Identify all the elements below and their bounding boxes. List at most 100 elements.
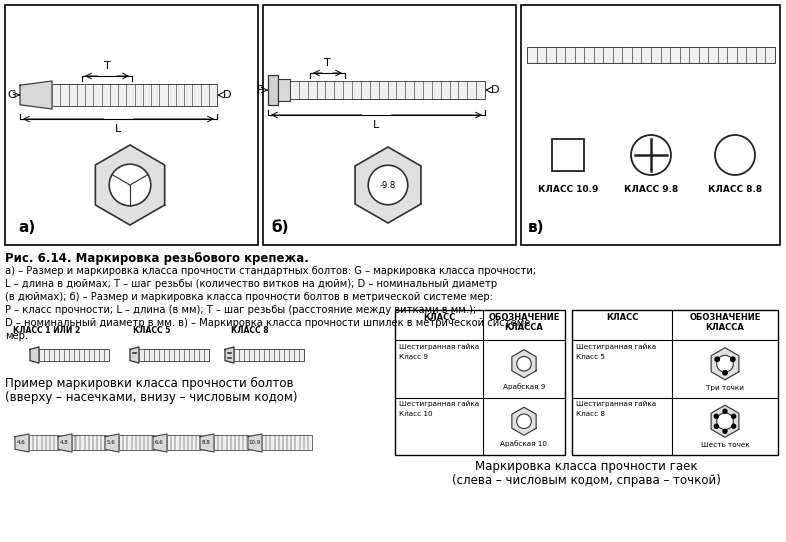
Circle shape [717,356,733,372]
Circle shape [714,424,718,428]
Polygon shape [105,434,119,452]
Circle shape [731,357,735,362]
Bar [263,5,516,245]
Text: L: L [116,124,122,134]
Bar [167,435,217,450]
Text: -9.8: -9.8 [380,180,396,190]
Circle shape [631,135,671,175]
Text: L – длина в дюймах; T – шаг резьбы (количество витков на дюйм); D – номинальный : L – длина в дюймах; T – шаг резьбы (коли… [5,279,497,289]
Bar [39,349,109,361]
Circle shape [516,414,531,429]
Bar [290,81,485,99]
Bar [234,349,304,361]
Text: D: D [491,85,499,95]
Polygon shape [130,347,139,363]
Text: Класс 9: Класс 9 [399,354,428,360]
Text: 5.6: 5.6 [107,441,116,446]
Text: Шестигранная гайка: Шестигранная гайка [399,401,479,407]
Polygon shape [15,434,29,452]
Polygon shape [711,405,739,437]
Polygon shape [225,347,234,363]
Circle shape [732,424,736,428]
Text: 8.8: 8.8 [202,441,211,446]
Text: Рис. 6.14. Маркировка резьбового крепежа.: Рис. 6.14. Маркировка резьбового крепежа… [5,252,309,265]
Circle shape [723,409,727,413]
Text: 4.8: 4.8 [60,441,68,446]
Text: а) – Размер и маркировка класса прочности стандартных болтов: G – маркировка кла: а) – Размер и маркировка класса прочност… [5,266,536,276]
Text: D: D [223,90,232,100]
Circle shape [723,429,727,433]
Text: Класс 5: Класс 5 [576,354,605,360]
Text: P – класс прочности; L – длина (в мм); T – шаг резьбы (расстояние между витками : P – класс прочности; L – длина (в мм); T… [5,305,476,315]
Text: 4.6: 4.6 [17,441,25,446]
Text: КЛАСС 10.9: КЛАСС 10.9 [538,185,598,194]
Bar [572,310,778,455]
Polygon shape [20,81,52,109]
Polygon shape [153,434,167,452]
Polygon shape [553,139,583,171]
Text: 6.6: 6.6 [155,441,163,446]
Text: а): а) [18,220,35,235]
Text: Арабская 9: Арабская 9 [503,383,545,390]
Text: ОБОЗНАЧЕНИЕ: ОБОЗНАЧЕНИЕ [488,313,560,322]
Circle shape [368,165,408,205]
Text: КЛАСС 1 ИЛИ 2: КЛАСС 1 ИЛИ 2 [13,326,81,335]
Text: (вверху – насечками, внизу – числовым кодом): (вверху – насечками, внизу – числовым ко… [5,391,297,404]
Text: D – номинальный диаметр в мм. в) – Маркировка класса прочности шпилек в метричес: D – номинальный диаметр в мм. в) – Марки… [5,318,531,328]
Text: ОБОЗНАЧЕНИЕ: ОБОЗНАЧЕНИЕ [689,313,761,322]
Text: (в дюймах); б) – Размер и маркировка класса прочности болтов в метрической систе: (в дюймах); б) – Размер и маркировка кла… [5,292,493,302]
Text: Шестигранная гайка: Шестигранная гайка [576,343,656,350]
Text: Шестигранная гайка: Шестигранная гайка [399,343,479,350]
Bar [278,79,290,101]
Text: КЛАССА: КЛАССА [505,323,543,332]
Text: L: L [373,120,380,130]
Bar [268,75,278,105]
Bar [5,5,258,245]
Circle shape [717,413,733,430]
Text: в): в) [528,220,545,235]
Bar [521,5,780,245]
Bar [214,435,264,450]
Polygon shape [512,407,536,435]
Text: Три точки: Три точки [706,385,744,391]
Text: Пример маркировки класса прочности болтов: Пример маркировки класса прочности болто… [5,377,293,390]
Polygon shape [355,147,421,223]
Text: КЛАССА: КЛАССА [706,323,744,332]
Text: КЛАСС 9.8: КЛАСС 9.8 [624,185,678,194]
Text: P: P [257,85,264,95]
Bar [527,47,775,63]
Text: КЛАСС 8.8: КЛАСС 8.8 [708,185,762,194]
Polygon shape [30,347,39,363]
Bar [139,349,209,361]
Circle shape [723,371,727,375]
Polygon shape [58,434,72,452]
Text: КЛАСС: КЛАСС [606,313,638,322]
Text: T: T [104,61,110,71]
Text: (слева – числовым кодом, справа – точкой): (слева – числовым кодом, справа – точкой… [452,474,721,487]
Text: б): б) [271,220,288,235]
Text: 10.9: 10.9 [248,441,260,446]
Text: Маркировка класса прочности гаек: Маркировка класса прочности гаек [476,460,698,473]
Text: Шестигранная гайка: Шестигранная гайка [576,401,656,407]
Circle shape [715,357,719,362]
Polygon shape [248,434,262,452]
Bar [29,435,79,450]
Circle shape [516,357,531,371]
Circle shape [732,414,736,418]
Text: КЛАСС: КЛАСС [423,313,455,322]
Bar [52,84,217,106]
Bar [395,310,565,455]
Text: мер.: мер. [5,331,28,341]
Bar [119,435,169,450]
Circle shape [714,414,718,418]
Polygon shape [200,434,214,452]
Text: Класс 10: Класс 10 [399,411,432,417]
Polygon shape [512,350,536,378]
Bar [72,435,122,450]
Text: КЛАСС 5: КЛАСС 5 [134,326,171,335]
Text: Класс 8: Класс 8 [576,411,605,417]
Text: Арабская 10: Арабская 10 [501,440,548,447]
Circle shape [715,135,755,175]
Text: КЛАСС 8: КЛАСС 8 [231,326,269,335]
Circle shape [109,164,151,206]
